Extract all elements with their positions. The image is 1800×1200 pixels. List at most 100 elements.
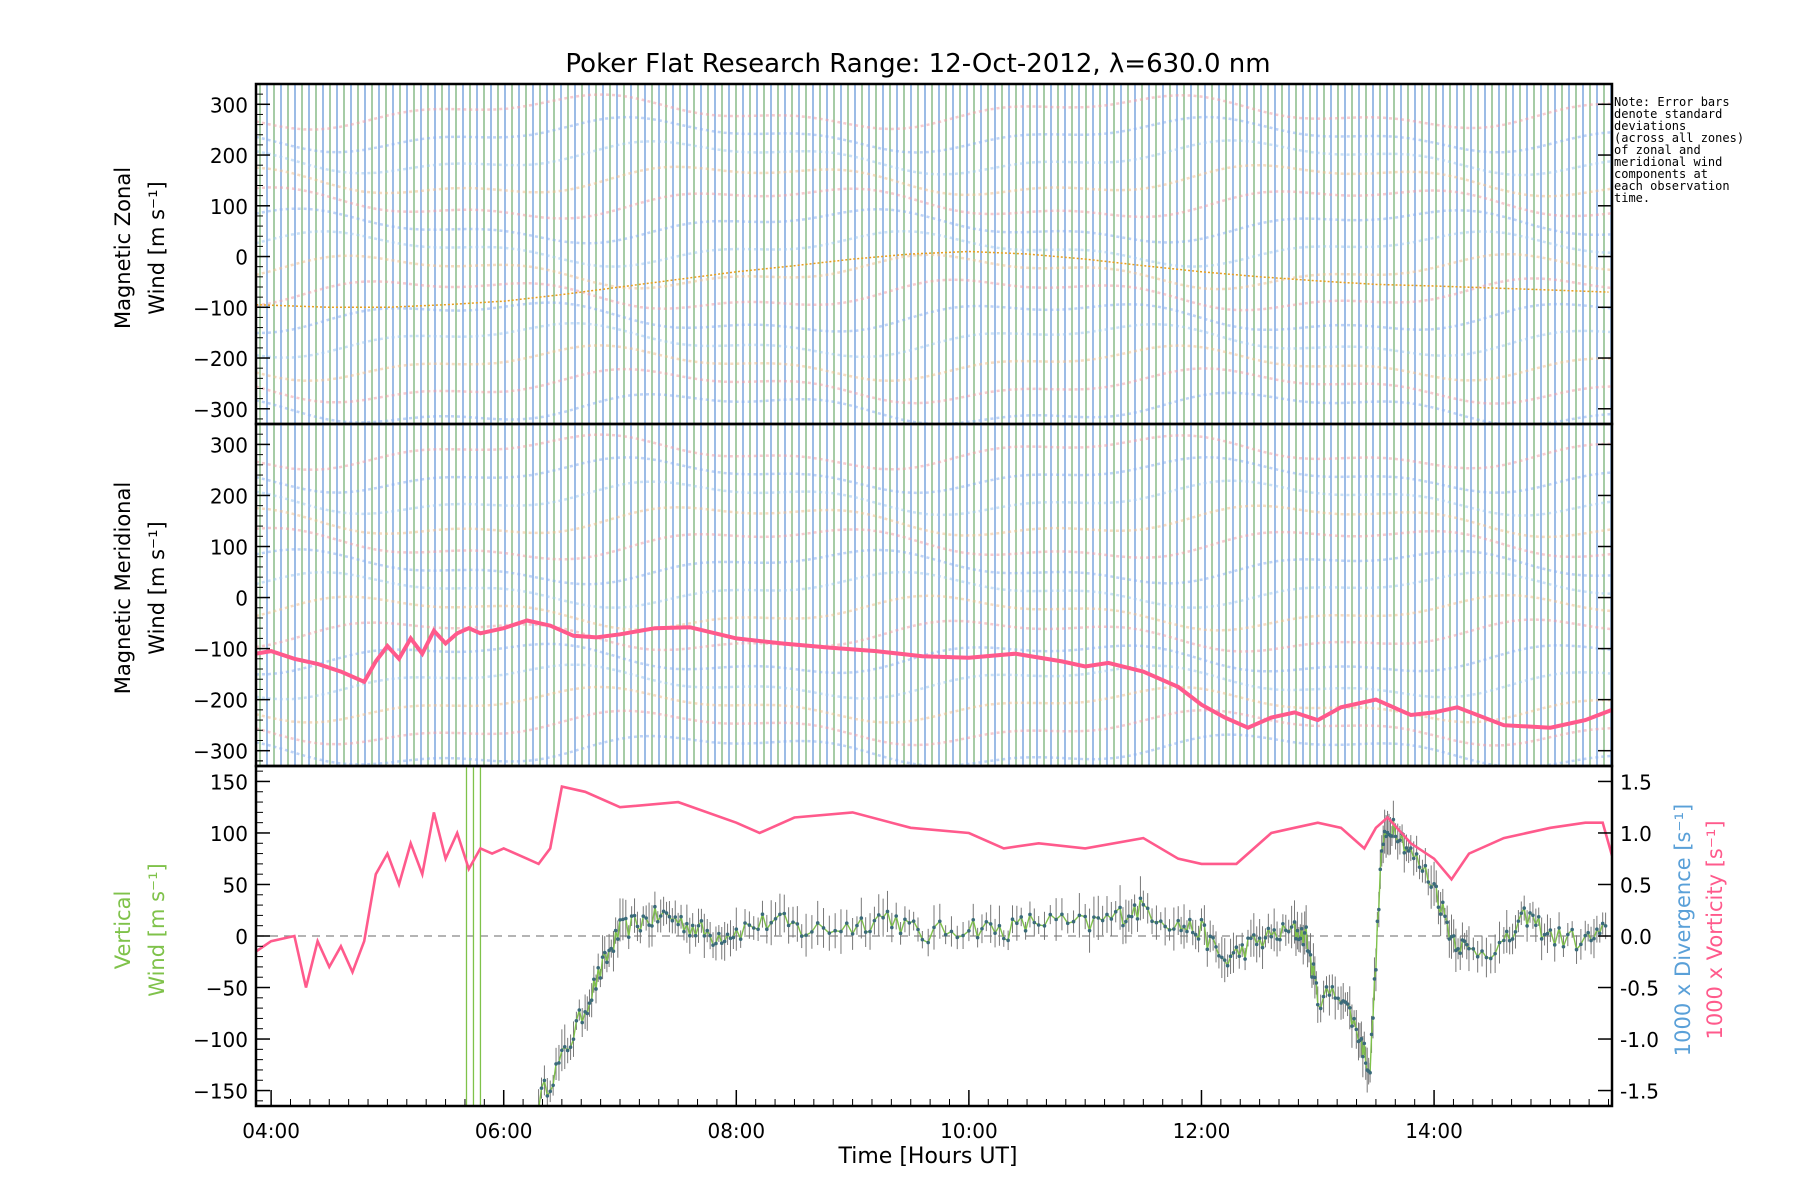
vertical-wind-point	[1172, 927, 1176, 931]
zonal-ylabel: Magnetic Zonal Wind [m s⁻¹]	[111, 167, 169, 329]
vertical-wind-point	[1185, 929, 1189, 934]
vertical-wind-point	[632, 913, 637, 918]
vertical-wind-point	[1126, 914, 1131, 919]
vertical-wind-point	[722, 939, 727, 944]
vertical-wind-point	[1292, 920, 1297, 924]
vertical-wind-point	[938, 919, 942, 924]
vertical-wind-point	[1275, 937, 1279, 941]
vertical-wind-point	[1570, 927, 1574, 932]
vertical-wind-point	[1324, 985, 1329, 989]
vertical-wind-point	[769, 920, 773, 925]
vertical-wind-point	[1429, 885, 1433, 889]
zonal-plot-area	[256, 84, 1612, 424]
vertical-wind-point	[1504, 929, 1509, 934]
figure-title: Poker Flat Research Range: 12-Oct-2012, …	[565, 49, 1270, 79]
y2-tick-label: 0.0	[1620, 925, 1652, 949]
vertical-wind-point	[993, 931, 997, 935]
vertical-wind-point	[1440, 900, 1445, 905]
vertical-wind-point	[1398, 838, 1402, 843]
vertical-wind-point	[609, 946, 614, 951]
vertical-wind-point	[1352, 1016, 1356, 1021]
vertical-wind-point	[1458, 951, 1463, 955]
zone-trace	[256, 93, 1612, 131]
vertical-wind-point	[872, 918, 877, 923]
vertical-wind-point	[1202, 923, 1207, 927]
vertical-wind-point	[1552, 943, 1557, 947]
vertical-wind-point	[1211, 935, 1215, 940]
vertical-wind-point	[568, 1045, 573, 1050]
vertical-wind-point	[1298, 936, 1303, 941]
vertical-wind-point	[1302, 931, 1307, 935]
vertical-ylabel: Vertical Wind [m s⁻¹]	[111, 863, 169, 996]
vertical-wind-point	[1443, 914, 1447, 919]
vertical-wind-point	[1409, 846, 1413, 850]
y-tick-label: 200	[210, 144, 248, 168]
zone-trace	[256, 685, 1612, 724]
vertical-wind-point	[1333, 996, 1338, 1000]
vertical-wind-point	[1502, 938, 1506, 943]
vertical-wind-point	[1032, 920, 1037, 925]
note-line: Note: Error bars	[1614, 95, 1730, 109]
vertical-wind-point	[1354, 1027, 1359, 1032]
vertical-wind-point	[1432, 882, 1436, 886]
vertical-wind-point	[1113, 909, 1118, 914]
vertical-wind-point	[1471, 947, 1476, 951]
vertical-wind-point	[714, 941, 718, 946]
vertical-ylabel-line1: Vertical	[111, 891, 135, 970]
vertical-wind-point	[1118, 905, 1122, 910]
vertical-wind-point	[621, 917, 625, 922]
vertical-wind-point	[1243, 957, 1247, 961]
vertical-wind-point	[725, 932, 730, 937]
vertical-wind-point	[1249, 936, 1253, 941]
vertical-wind-point	[635, 924, 640, 929]
note-line: each observation	[1614, 179, 1730, 193]
meridional-wind-panel: 300 200 100 0 −100 −200 −300	[193, 422, 1614, 768]
vertical-wind-point	[1228, 954, 1233, 959]
vertical-wind-point	[1557, 926, 1561, 930]
zone-trace	[256, 252, 1612, 291]
vertical-wind-point	[1028, 912, 1032, 917]
vertical-wind-point	[673, 915, 678, 919]
vertical-wind-point	[1531, 913, 1535, 918]
vertical-wind-point	[997, 923, 1002, 928]
vertical-wind-point	[1304, 925, 1308, 929]
vertical-wind-point	[1266, 926, 1271, 931]
vertical-wind-point	[655, 919, 660, 924]
vertical-wind-point	[1528, 911, 1532, 915]
vertical-wind-point	[1310, 975, 1314, 979]
error-bar-note: Note: Error bars denote standard deviati…	[1614, 96, 1794, 204]
vertical-wind-point	[667, 914, 672, 919]
vertical-wind-point	[894, 914, 899, 918]
vertical-wind-point	[1307, 950, 1311, 954]
vertical-wind-point	[1507, 938, 1512, 943]
vertical-wind-point	[616, 937, 620, 941]
vertical-wind-point	[1566, 932, 1570, 937]
vertical-wind-point	[702, 934, 707, 938]
vertical-wind-point	[1589, 938, 1593, 943]
vertical-wind-point	[1060, 912, 1064, 917]
vertical-wind-point	[1467, 946, 1471, 951]
vertical-wind-point	[743, 921, 747, 925]
vertical-wind-point	[1592, 936, 1596, 941]
vertical-wind-point	[1480, 949, 1484, 953]
zone-trace	[256, 367, 1612, 405]
vertical-wind-point	[967, 928, 971, 933]
vertical-wind-point	[1220, 955, 1224, 960]
note-line: (across all zones)	[1614, 131, 1745, 145]
vertical-wind-point	[961, 933, 965, 938]
vertical-wind-point	[1382, 829, 1387, 834]
vertical-wind-point	[611, 949, 616, 954]
vertical-wind-point	[1484, 955, 1489, 960]
vertical-wind-point	[1023, 928, 1028, 933]
x-tick-label: 10:00	[940, 1119, 998, 1143]
vertical-wind-point	[782, 911, 787, 916]
vertical-wind-point	[778, 912, 782, 917]
vertical-wind-point	[670, 918, 675, 923]
zone-trace	[256, 708, 1612, 747]
vertical-wind-point	[1054, 917, 1058, 922]
y2-tick-label: -0.5	[1620, 977, 1659, 1001]
right-axis-labels: 1000 x Divergence [s⁻¹] 1000 x Vorticity…	[1671, 804, 1727, 1056]
y2-tick-label: 0.5	[1620, 873, 1652, 897]
vertical-wind-point	[1327, 993, 1332, 997]
vertical-wind-point	[1083, 914, 1087, 919]
